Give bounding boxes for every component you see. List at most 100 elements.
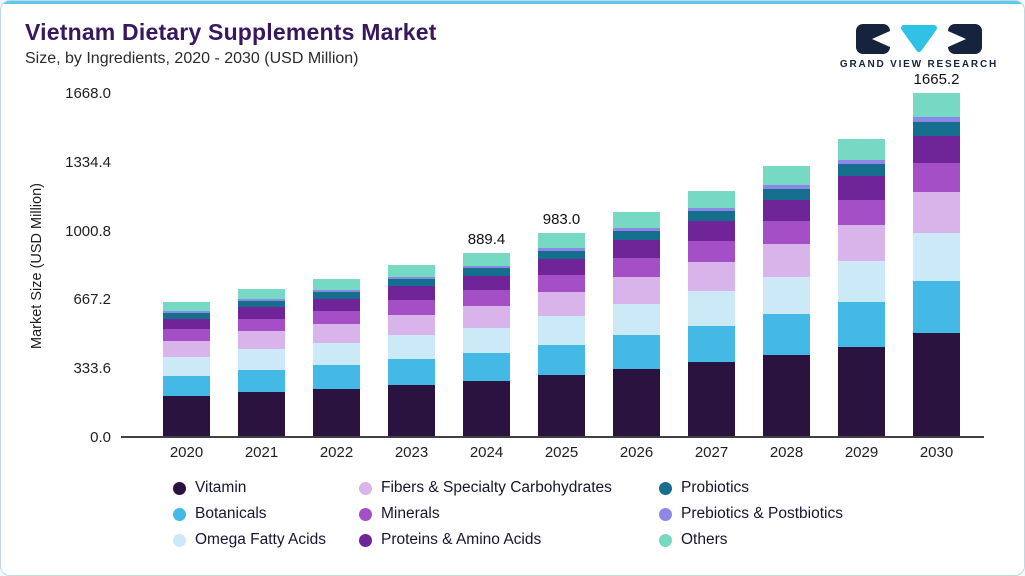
bar-2030-segment-minerals bbox=[913, 163, 960, 193]
bar-2024-segment-probiotics bbox=[463, 268, 510, 276]
bar-2028-segment-prebiotics-and-postbiotics bbox=[763, 184, 810, 189]
y-tick-label: 333.6 bbox=[73, 360, 111, 378]
legend: Vitamin Botanicals Omega Fatty Acids Fibers… bbox=[173, 475, 1024, 553]
bar-2029-segment-vitamin bbox=[838, 346, 885, 436]
bar-2023-segment-minerals bbox=[388, 299, 435, 315]
bar-2021-segment-minerals bbox=[238, 318, 285, 332]
x-axis-labels: 2020 2021 2022 2023 2024 2025 2026 2027 2028 2029… bbox=[121, 438, 984, 461]
bar-total-label-2024: 889.4 bbox=[467, 230, 506, 248]
plot-area: 889.4 983.0 1665.2 2020 2021 2022 2023 2024 202… bbox=[121, 71, 984, 461]
legend-label: Prebiotics & Postbiotics bbox=[681, 505, 843, 522]
bar-2025-segment-vitamin bbox=[538, 375, 585, 436]
bar-2022-segment-fibers-and-specialty-carbohydrates bbox=[313, 324, 360, 344]
logo-icon bbox=[855, 24, 982, 54]
bar-2030: 1665.2 bbox=[913, 71, 960, 436]
y-axis-ticks: 0.0 333.6 667.2 1000.8 1334.4 1668.0 bbox=[51, 85, 121, 446]
bar-2022-segment-proteins-and-amino-acids bbox=[313, 298, 360, 312]
bar-2027-segment-probiotics bbox=[688, 211, 735, 222]
bar-2026-segment-probiotics bbox=[613, 231, 660, 241]
bar-2030-segment-prebiotics-and-postbiotics bbox=[913, 116, 960, 122]
legend-marker-fibers-and-specialty-carbohydrates bbox=[359, 481, 372, 495]
legend-item-fibers-and-specialty-carbohydrates: Fibers & Specialty Carbohydrates bbox=[359, 479, 659, 497]
bar-2029 bbox=[838, 139, 885, 436]
bar-2029-segment-minerals bbox=[838, 199, 885, 226]
bar-2021-segment-botanicals bbox=[238, 369, 285, 392]
bar-2030-segment-others bbox=[913, 92, 960, 117]
legend-item-vitamin: Vitamin bbox=[173, 479, 359, 497]
x-tick-label-2029: 2029 bbox=[844, 444, 879, 461]
bars-container: 889.4 983.0 1665.2 bbox=[121, 71, 984, 438]
page-subtitle: Size, by Ingredients, 2020 - 2030 (USD M… bbox=[25, 50, 359, 67]
x-tick-label-2025: 2025 bbox=[544, 444, 579, 461]
bar-2023-segment-proteins-and-amino-acids bbox=[388, 286, 435, 300]
bar-2025-segment-botanicals bbox=[538, 344, 585, 376]
bar-2029-segment-others bbox=[838, 139, 885, 160]
legend-marker-minerals bbox=[359, 507, 372, 521]
x-tick-label-2024: 2024 bbox=[469, 444, 504, 461]
bar-2030-segment-proteins-and-amino-acids bbox=[913, 135, 960, 164]
top-accent-bar bbox=[1, 1, 1024, 4]
bar-2028-segment-others bbox=[763, 165, 810, 185]
bar-2025-segment-omega-fatty-acids bbox=[538, 316, 585, 345]
y-tick-label: 1334.4 bbox=[65, 153, 111, 171]
bar-2030-segment-vitamin bbox=[913, 332, 960, 436]
bar-2028-segment-minerals bbox=[763, 221, 810, 245]
bar-2025: 983.0 bbox=[538, 211, 585, 436]
y-tick-label: 1668.0 bbox=[65, 85, 111, 102]
legend-marker-others bbox=[659, 533, 672, 547]
logo-text: GRAND VIEW RESEARCH bbox=[839, 59, 998, 70]
bar-2023-segment-others bbox=[388, 264, 435, 277]
bar-2021-segment-probiotics bbox=[238, 301, 285, 307]
bar-2029-segment-probiotics bbox=[838, 164, 885, 177]
bar-2024-segment-minerals bbox=[463, 290, 510, 306]
bar-2027-segment-vitamin bbox=[688, 362, 735, 436]
bar-2022-segment-prebiotics-and-postbiotics bbox=[313, 289, 360, 293]
y-tick-label: 0.0 bbox=[90, 429, 111, 446]
bar-2020-segment-minerals bbox=[163, 329, 210, 341]
bar-2022 bbox=[313, 278, 360, 436]
bar-2029-segment-fibers-and-specialty-carbohydrates bbox=[838, 225, 885, 261]
bar-total-label-2025: 983.0 bbox=[542, 211, 581, 229]
bar-2025-segment-fibers-and-specialty-carbohydrates bbox=[538, 292, 585, 317]
bar-2026-segment-prebiotics-and-postbiotics bbox=[613, 227, 660, 232]
bar-2027 bbox=[688, 190, 735, 436]
legend-label: Fibers & Specialty Carbohydrates bbox=[381, 479, 612, 496]
bar-2020-segment-omega-fatty-acids bbox=[163, 356, 210, 376]
bar-2025-segment-others bbox=[538, 233, 585, 248]
bar-2022-segment-others bbox=[313, 278, 360, 290]
bar-2026-segment-others bbox=[613, 212, 660, 228]
header: Vietnam Dietary Supplements Market Size,… bbox=[1, 4, 1024, 70]
bar-2025-segment-minerals bbox=[538, 274, 585, 293]
bar-2022-segment-vitamin bbox=[313, 388, 360, 436]
y-tick-label: 667.2 bbox=[73, 291, 111, 309]
bar-2021-segment-others bbox=[238, 288, 285, 299]
bar-2029-segment-omega-fatty-acids bbox=[838, 260, 885, 303]
bar-2027-segment-proteins-and-amino-acids bbox=[688, 221, 735, 241]
bar-2021 bbox=[238, 288, 285, 436]
bar-2028-segment-botanicals bbox=[763, 314, 810, 355]
bar-2022-segment-botanicals bbox=[313, 365, 360, 389]
bar-2026-segment-fibers-and-specialty-carbohydrates bbox=[613, 277, 660, 304]
bar-2022-segment-omega-fatty-acids bbox=[313, 343, 360, 366]
bar-2024-segment-others bbox=[463, 252, 510, 266]
bar-2030-segment-omega-fatty-acids bbox=[913, 233, 960, 282]
x-tick-label-2020: 2020 bbox=[169, 444, 204, 461]
bar-2023-segment-prebiotics-and-postbiotics bbox=[388, 276, 435, 280]
legend-marker-botanicals bbox=[173, 507, 186, 521]
bar-2026 bbox=[613, 212, 660, 436]
legend-label: Vitamin bbox=[195, 479, 247, 496]
legend-label: Omega Fatty Acids bbox=[195, 531, 326, 548]
legend-item-minerals: Minerals bbox=[359, 505, 659, 523]
bar-2023-segment-botanicals bbox=[388, 358, 435, 385]
bar-2020-segment-prebiotics-and-postbiotics bbox=[163, 311, 210, 314]
bar-2029-segment-botanicals bbox=[838, 302, 885, 347]
bar-2021-segment-proteins-and-amino-acids bbox=[238, 307, 285, 319]
bar-2023-segment-omega-fatty-acids bbox=[388, 335, 435, 359]
bar-2020-segment-botanicals bbox=[163, 375, 210, 396]
bar-2022-segment-probiotics bbox=[313, 292, 360, 299]
x-tick-label-2027: 2027 bbox=[694, 444, 729, 461]
bar-2026-segment-botanicals bbox=[613, 335, 660, 369]
bar-2021-segment-omega-fatty-acids bbox=[238, 349, 285, 370]
bar-2024-segment-proteins-and-amino-acids bbox=[463, 275, 510, 291]
